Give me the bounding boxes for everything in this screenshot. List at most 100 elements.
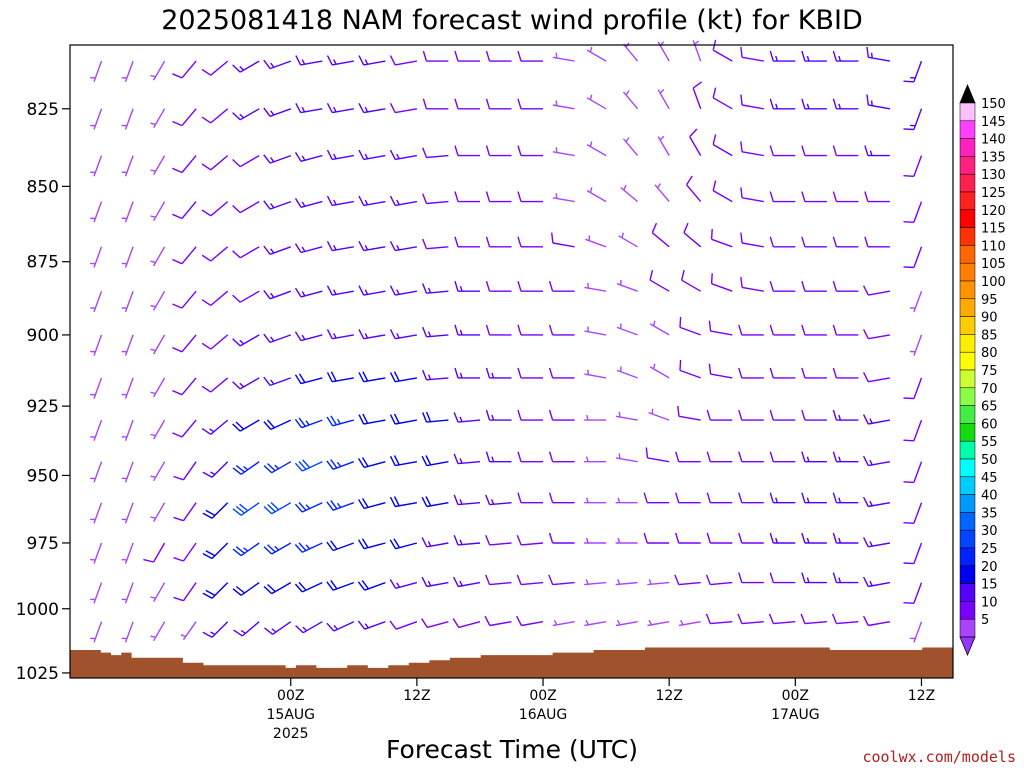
wind-barb [903, 201, 923, 223]
wind-barb [150, 108, 166, 129]
wind-barb [769, 50, 796, 62]
wind-barb [180, 621, 197, 641]
wind-barb [862, 576, 891, 588]
colorbar-swatch [959, 351, 976, 371]
wind-barb [454, 145, 480, 157]
wind-barb [202, 502, 229, 519]
wind-barb [172, 377, 197, 396]
x-tick-date: 15AUG [267, 707, 316, 723]
wind-barb [769, 367, 796, 379]
wind-barb [832, 280, 859, 292]
wind-barb [832, 324, 859, 336]
wind-barb [801, 280, 827, 292]
wind-barb [584, 326, 607, 336]
wind-barb [454, 280, 480, 292]
wind-barb [357, 620, 386, 630]
wind-barb [710, 273, 733, 292]
colorbar-swatch [959, 245, 976, 264]
colorbar-label: 110 [981, 239, 1006, 254]
colorbar-label: 135 [981, 150, 1006, 165]
wind-barb [389, 285, 418, 296]
wind-barb [738, 324, 764, 336]
terrain-area [70, 647, 953, 678]
wind-barb [517, 451, 543, 463]
wind-barb [615, 411, 638, 421]
colorbar-swatch [959, 316, 976, 335]
wind-barb [421, 496, 449, 508]
wind-barb [263, 333, 292, 344]
wind-barb [862, 414, 891, 425]
wind-barb [150, 201, 166, 222]
colorbar-label: 55 [981, 435, 998, 450]
wind-barb [517, 191, 543, 203]
colorbar-legend: 1501451401351301251201151101051009590858… [959, 83, 1006, 657]
colorbar-swatch [959, 583, 976, 602]
wind-barb [202, 461, 229, 478]
wind-barb [616, 366, 638, 379]
wind-barb [862, 285, 891, 296]
wind-barb [548, 532, 575, 544]
wind-barb [517, 236, 543, 248]
wind-barb [422, 411, 449, 423]
wind-barb [910, 334, 923, 356]
wind-barb [516, 615, 544, 627]
wind-barb [686, 175, 702, 203]
wind-barb [866, 46, 891, 62]
wind-barb [201, 334, 229, 350]
wind-barb [903, 502, 923, 524]
colorbar-min-arrow [959, 636, 976, 657]
wind-barb [586, 141, 607, 157]
wind-barb [294, 373, 323, 385]
wind-barbs-layer [90, 39, 923, 643]
wind-barb [548, 492, 575, 504]
wind-barb [172, 155, 197, 174]
wind-barb [485, 324, 512, 336]
wind-barb [326, 459, 355, 470]
wind-barb [232, 60, 260, 73]
wind-barb [263, 289, 292, 300]
colorbar-label: 50 [981, 453, 998, 468]
wind-barb [232, 542, 260, 557]
wind-barb [517, 145, 543, 157]
wind-barb [90, 290, 103, 313]
wind-barb [232, 461, 260, 475]
wind-barb [548, 574, 575, 586]
wind-barb [485, 145, 512, 157]
wind-barb [172, 334, 197, 353]
wind-barb [485, 280, 512, 292]
wind-barb [801, 98, 827, 110]
wind-barb [801, 191, 827, 203]
colorbar-label: 75 [981, 364, 998, 379]
colorbar-swatch [959, 173, 976, 193]
x-tick-year: 2025 [273, 726, 309, 742]
wind-barb [903, 108, 923, 131]
wind-barb [90, 502, 103, 524]
wind-barb [389, 102, 418, 114]
wind-barb [706, 451, 733, 463]
wind-barb [454, 191, 480, 203]
wind-barb [454, 367, 480, 379]
wind-barb [643, 492, 670, 504]
wind-barb [645, 447, 670, 463]
wind-barb [517, 280, 543, 292]
wind-barb [389, 579, 418, 589]
credit-label[interactable]: coolwx.com/models [862, 748, 1016, 766]
colorbar-label: 95 [981, 293, 998, 308]
wind-barb [358, 329, 386, 340]
wind-barb [675, 451, 701, 463]
wind-barb [295, 102, 323, 114]
wind-barb [121, 60, 134, 83]
colorbar-label: 120 [981, 204, 1006, 219]
wind-barb [485, 494, 512, 506]
wind-barb [121, 621, 134, 643]
wind-barb [862, 455, 891, 467]
colorbar-swatch [959, 156, 976, 175]
wind-barb [358, 149, 386, 161]
wind-barb [622, 137, 639, 157]
wind-barb [294, 542, 323, 553]
wind-barb [121, 419, 134, 442]
wind-barb [389, 620, 418, 630]
wind-barb [389, 413, 418, 425]
colorbar-label: 130 [981, 168, 1006, 183]
